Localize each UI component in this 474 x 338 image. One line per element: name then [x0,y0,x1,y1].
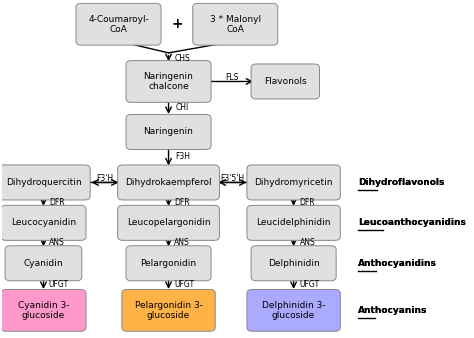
Text: UFGT: UFGT [49,280,69,289]
FancyBboxPatch shape [247,165,340,200]
FancyBboxPatch shape [126,61,211,102]
Text: UFGT: UFGT [174,280,194,289]
Text: Anthocyanins: Anthocyanins [358,306,428,315]
Text: Naringenin: Naringenin [144,127,193,137]
Text: DFR: DFR [300,198,315,207]
Text: F3'5'H: F3'5'H [220,174,245,183]
Text: UFGT: UFGT [299,280,319,289]
Text: 4-Coumaroyl-
CoA: 4-Coumaroyl- CoA [88,15,149,34]
FancyBboxPatch shape [76,3,161,45]
FancyBboxPatch shape [118,206,219,240]
FancyBboxPatch shape [0,165,90,200]
Text: Naringenin
chalcone: Naringenin chalcone [144,72,193,91]
Text: Pelargonidin 3-
glucoside: Pelargonidin 3- glucoside [135,301,202,320]
Text: Cyanidin 3-
glucoside: Cyanidin 3- glucoside [18,301,69,320]
FancyBboxPatch shape [126,115,211,149]
FancyBboxPatch shape [126,246,211,281]
FancyBboxPatch shape [247,206,340,240]
Text: F3'H: F3'H [97,174,114,183]
Text: +: + [171,17,182,31]
Text: Anthocyanins: Anthocyanins [358,306,428,315]
Text: Leucoanthocyanidins: Leucoanthocyanidins [358,218,466,227]
Text: ANS: ANS [49,238,65,247]
FancyBboxPatch shape [251,64,319,99]
Text: FLS: FLS [225,73,238,82]
Text: ANS: ANS [174,238,190,247]
Text: ANS: ANS [300,238,315,247]
Text: CHI: CHI [176,103,189,112]
Text: Leucoanthocyanidins: Leucoanthocyanidins [358,218,466,227]
Text: Pelargonidin: Pelargonidin [140,259,197,268]
Text: Dihydroflavonols: Dihydroflavonols [358,178,445,187]
Text: Flavonols: Flavonols [264,77,307,86]
Text: Leucopelargonidin: Leucopelargonidin [127,218,210,227]
Text: DFR: DFR [174,198,190,207]
FancyBboxPatch shape [247,290,340,331]
FancyBboxPatch shape [118,165,219,200]
Text: Dihydroquercitin: Dihydroquercitin [6,178,81,187]
Text: Delphinidin: Delphinidin [268,259,319,268]
Text: Dihydrokaempferol: Dihydrokaempferol [125,178,212,187]
FancyBboxPatch shape [5,246,82,281]
Text: CHS: CHS [174,54,190,63]
FancyBboxPatch shape [1,290,86,331]
Text: Dihydromyricetin: Dihydromyricetin [255,178,333,187]
Text: Delphinidin 3-
glucoside: Delphinidin 3- glucoside [262,301,326,320]
Text: Cyanidin: Cyanidin [24,259,63,268]
Text: Anthocyanidins: Anthocyanidins [358,259,437,268]
Text: Leucocyanidin: Leucocyanidin [11,218,76,227]
Text: DFR: DFR [49,198,65,207]
Text: F3H: F3H [175,152,190,161]
FancyBboxPatch shape [122,290,215,331]
Text: Anthocyanidins: Anthocyanidins [358,259,437,268]
FancyBboxPatch shape [251,246,336,281]
FancyBboxPatch shape [1,206,86,240]
FancyBboxPatch shape [193,3,278,45]
Text: Dihydroflavonols: Dihydroflavonols [358,178,445,187]
Text: 3 * Malonyl
CoA: 3 * Malonyl CoA [210,15,261,34]
Text: Leucidelphinidin: Leucidelphinidin [256,218,331,227]
